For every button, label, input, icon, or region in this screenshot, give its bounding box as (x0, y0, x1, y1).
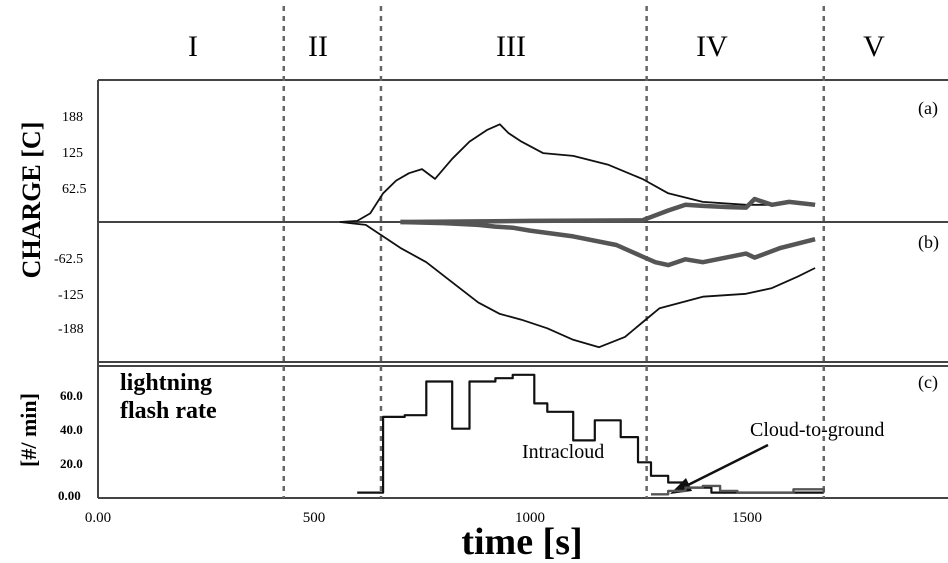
y-tick-labels-b: -62.5 -125 -188 (54, 252, 84, 337)
charge-line-b-thin (339, 221, 816, 349)
y-tick-a-62.5: 62.5 (62, 182, 87, 197)
charge-line-a-thin (339, 123, 816, 223)
y-tick-b-62.5: -62.5 (54, 252, 83, 267)
y-tick-a-125: 125 (62, 146, 83, 161)
stage-label-V: V (863, 30, 885, 63)
cloud-to-ground-rate-line (651, 484, 825, 496)
stage-label-III: III (496, 30, 526, 63)
x-tick-labels: 0.00 500 1000 1500 (85, 510, 762, 526)
cloud-to-ground-annotation: Cloud-to-ground (750, 419, 884, 441)
series-layer (339, 123, 825, 496)
intracloud-rate-line (357, 373, 824, 494)
y-tick-a-188: 188 (62, 110, 83, 125)
y-tick-labels-c: 60.0 40.0 20.0 0.00 (58, 388, 83, 503)
y-tick-c-0: 0.00 (58, 488, 81, 503)
panel-tag-c: (c) (918, 372, 938, 393)
stage-label-I: I (188, 30, 198, 63)
y-tick-c-20: 20.0 (60, 456, 83, 471)
x-axis-title: time [s] (461, 521, 582, 563)
stage-label-II: II (308, 30, 328, 63)
flash-rate-label-line1: lightning (120, 370, 212, 396)
x-tick-500: 500 (303, 510, 326, 526)
intracloud-annotation: Intracloud (522, 441, 604, 463)
y-tick-labels-a: 188 125 62.5 (62, 110, 87, 197)
x-tick-0: 0.00 (85, 510, 111, 526)
flash-rate-label-line2: flash rate (120, 398, 217, 424)
stage-label-IV: IV (696, 30, 728, 63)
x-tick-1500: 1500 (732, 510, 762, 526)
y-tick-c-40: 40.0 (60, 422, 83, 437)
cloud-to-ground-arrow-shaft (685, 443, 769, 488)
flash-rate-axis-label: [#/ min] (16, 393, 41, 467)
charge-axis-label: CHARGE [C] (17, 122, 46, 279)
charge-line-a-thick (400, 196, 816, 225)
y-tick-c-60: 60.0 (60, 388, 83, 403)
panel-tag-a: (a) (918, 98, 938, 119)
y-tick-b-188: -188 (58, 322, 84, 337)
stage-labels: I II III IV V (188, 30, 885, 63)
x-tick-1000: 1000 (515, 510, 545, 526)
panel-tag-b: (b) (918, 232, 939, 253)
stage-dividers (282, 6, 826, 498)
y-tick-b-125: -125 (58, 288, 84, 303)
charge-line-b-thick (400, 219, 816, 268)
